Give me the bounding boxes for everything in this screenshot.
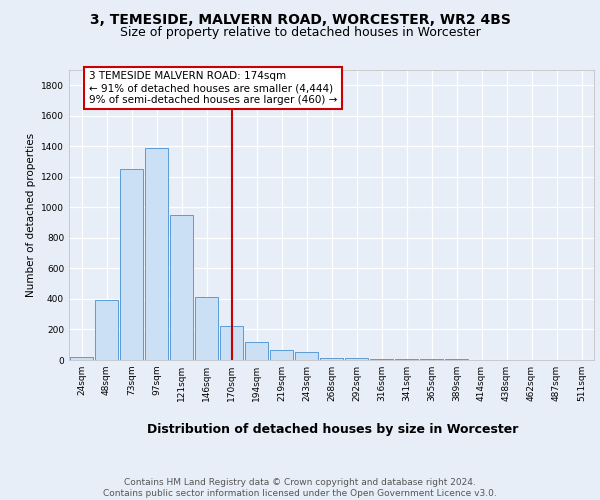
- Y-axis label: Number of detached properties: Number of detached properties: [26, 133, 35, 297]
- Bar: [420, 359, 443, 360]
- Bar: [70, 357, 93, 360]
- Bar: [170, 215, 193, 360]
- Bar: [445, 359, 468, 360]
- Bar: [320, 358, 343, 360]
- Bar: [95, 300, 118, 360]
- Text: Size of property relative to detached houses in Worcester: Size of property relative to detached ho…: [119, 26, 481, 39]
- Bar: [395, 359, 418, 360]
- Bar: [145, 148, 168, 360]
- Text: 3, TEMESIDE, MALVERN ROAD, WORCESTER, WR2 4BS: 3, TEMESIDE, MALVERN ROAD, WORCESTER, WR…: [89, 12, 511, 26]
- Text: 3 TEMESIDE MALVERN ROAD: 174sqm
← 91% of detached houses are smaller (4,444)
9% : 3 TEMESIDE MALVERN ROAD: 174sqm ← 91% of…: [89, 72, 337, 104]
- Bar: [120, 169, 143, 360]
- Text: Contains HM Land Registry data © Crown copyright and database right 2024.
Contai: Contains HM Land Registry data © Crown c…: [103, 478, 497, 498]
- Text: Distribution of detached houses by size in Worcester: Distribution of detached houses by size …: [148, 422, 518, 436]
- Bar: [195, 298, 218, 360]
- Bar: [370, 359, 393, 360]
- Bar: [270, 350, 293, 360]
- Bar: [245, 342, 268, 360]
- Bar: [345, 358, 368, 360]
- Bar: [295, 352, 318, 360]
- Bar: [220, 326, 243, 360]
